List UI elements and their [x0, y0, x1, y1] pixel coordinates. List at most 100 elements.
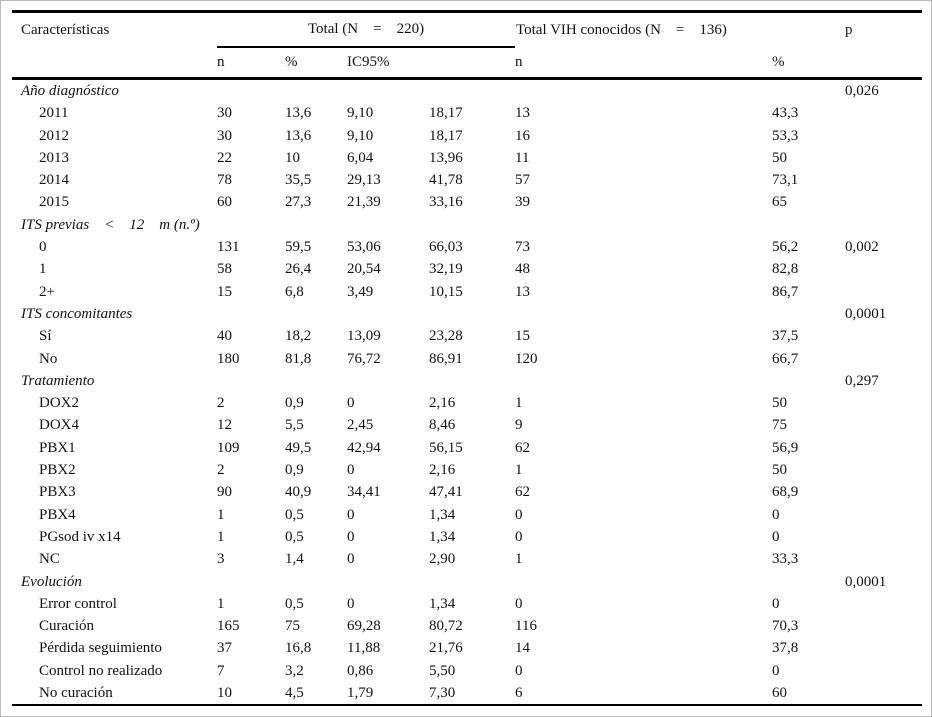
cell-p	[845, 548, 922, 570]
cell-p	[845, 414, 922, 436]
cell-label: Control no realizado	[39, 662, 163, 679]
cell-vih_n: 14	[515, 640, 531, 657]
cell-p	[845, 437, 922, 459]
cell-p	[845, 615, 922, 637]
cell-vih_n: 57	[515, 172, 531, 189]
cell-label: Pérdida seguimiento	[39, 640, 162, 657]
cell-pct: 0,9	[285, 395, 304, 412]
cell-pct: 35,5	[285, 172, 312, 189]
cell-vih_pct: 86,7	[772, 283, 799, 300]
statistics-table: Características Total (N = 220) Total VI…	[12, 10, 923, 707]
cell-vih_n: 1	[515, 395, 523, 412]
cell-n: 1	[217, 528, 225, 545]
section-p-value	[845, 214, 922, 236]
cell-vih_n: 0	[515, 506, 523, 523]
cell-ic_low: 0	[347, 462, 355, 479]
cell-n: 109	[217, 439, 240, 456]
data-row: PBX4 1 0,5 0 1,34 0 0	[12, 504, 922, 526]
cell-ic_low: 0,86	[347, 662, 374, 679]
cell-label: No curación	[39, 685, 113, 702]
section-p-value: 0,0001	[845, 305, 887, 322]
cell-ic_low: 34,41	[347, 484, 381, 501]
cell-ic_low: 3,49	[347, 283, 374, 300]
cell-ic_high: 21,76	[429, 640, 463, 657]
cell-ic_high: 2,16	[429, 395, 456, 412]
subheader-empty	[12, 47, 217, 80]
cell-ic_low: 1,79	[347, 685, 374, 702]
cell-label: DOX2	[39, 395, 79, 412]
cell-vih_pct: 43,3	[772, 105, 799, 122]
cell-pct: 40,9	[285, 484, 312, 501]
cell-vih_n: 0	[515, 528, 523, 545]
cell-ic_low: 21,39	[347, 194, 381, 211]
cell-n: 90	[217, 484, 232, 501]
cell-p	[845, 637, 922, 659]
header-p-column: p	[845, 21, 853, 38]
cell-p	[845, 504, 922, 526]
cell-n: 30	[217, 105, 232, 122]
cell-ic_low: 69,28	[347, 618, 381, 635]
data-row: 2013 22 10 6,04 13,96 11 50	[12, 147, 922, 169]
cell-n: 2	[217, 462, 225, 479]
cell-n: 58	[217, 261, 232, 278]
cell-ic_low: 9,10	[347, 105, 374, 122]
cell-ic_low: 2,45	[347, 417, 374, 434]
cell-label: Error control	[39, 595, 117, 612]
data-row: Control no realizado 7 3,2 0,86 5,50 0 0	[12, 660, 922, 682]
cell-vih_n: 16	[515, 127, 531, 144]
cell-label: PBX3	[39, 484, 76, 501]
cell-vih_pct: 50	[772, 395, 788, 412]
cell-label: 1	[39, 261, 47, 278]
cell-ic_low: 0	[347, 528, 355, 545]
cell-ic_high: 13,96	[429, 149, 463, 166]
cell-vih_pct: 37,5	[772, 328, 799, 345]
cell-vih_pct: 0	[772, 528, 780, 545]
subheader-ic95-upper-empty	[429, 47, 516, 80]
cell-n: 10	[217, 685, 232, 702]
cell-pct: 10	[285, 149, 300, 166]
cell-pct: 16,8	[285, 640, 312, 657]
cell-vih_n: 15	[515, 328, 531, 345]
subheader-ic95: IC95%	[347, 47, 429, 80]
cell-ic_high: 1,34	[429, 595, 456, 612]
cell-label: Sí	[39, 328, 52, 345]
cell-vih_pct: 50	[772, 149, 788, 166]
cell-ic_high: 47,41	[429, 484, 463, 501]
data-row: 2014 78 35,5 29,13 41,78 57 73,1	[12, 169, 922, 191]
cell-vih_n: 9	[515, 417, 523, 434]
cell-p	[845, 169, 922, 191]
subheader-n-vih: n	[515, 47, 773, 80]
cell-ic_high: 41,78	[429, 172, 463, 189]
cell-ic_high: 2,16	[429, 462, 456, 479]
cell-label: PBX2	[39, 462, 76, 479]
section-label: Tratamiento	[21, 372, 95, 389]
cell-ic_high: 1,34	[429, 506, 456, 523]
cell-ic_low: 0	[347, 551, 355, 568]
data-row: 2011 30 13,6 9,10 18,17 13 43,3	[12, 102, 922, 124]
cell-p	[845, 526, 922, 548]
cell-ic_high: 5,50	[429, 662, 456, 679]
cell-ic_high: 66,03	[429, 239, 463, 256]
header-row-groups: Características Total (N = 220) Total VI…	[12, 11, 922, 48]
cell-label: 2012	[39, 127, 69, 144]
cell-p	[845, 191, 922, 213]
cell-p	[845, 102, 922, 124]
cell-p	[845, 593, 922, 615]
cell-p	[845, 682, 922, 705]
cell-n: 131	[217, 239, 240, 256]
cell-vih_n: 1	[515, 551, 523, 568]
data-row: Curación 165 75 69,28 80,72 116 70,3	[12, 615, 922, 637]
cell-n: 1	[217, 595, 225, 612]
cell-vih_n: 13	[515, 105, 531, 122]
cell-pct: 27,3	[285, 194, 312, 211]
data-row: 0 131 59,5 53,06 66,03 73 56,2 0,002	[12, 236, 922, 258]
cell-ic_low: 13,09	[347, 328, 381, 345]
cell-pct: 18,2	[285, 328, 312, 345]
cell-p	[845, 125, 922, 147]
data-row: PGsod iv x14 1 0,5 0 1,34 0 0	[12, 526, 922, 548]
section-label: Año diagnóstico	[21, 83, 119, 99]
cell-p	[845, 660, 922, 682]
cell-n: 22	[217, 149, 232, 166]
section-label: Evolución	[21, 573, 82, 590]
cell-vih_n: 6	[515, 685, 523, 702]
